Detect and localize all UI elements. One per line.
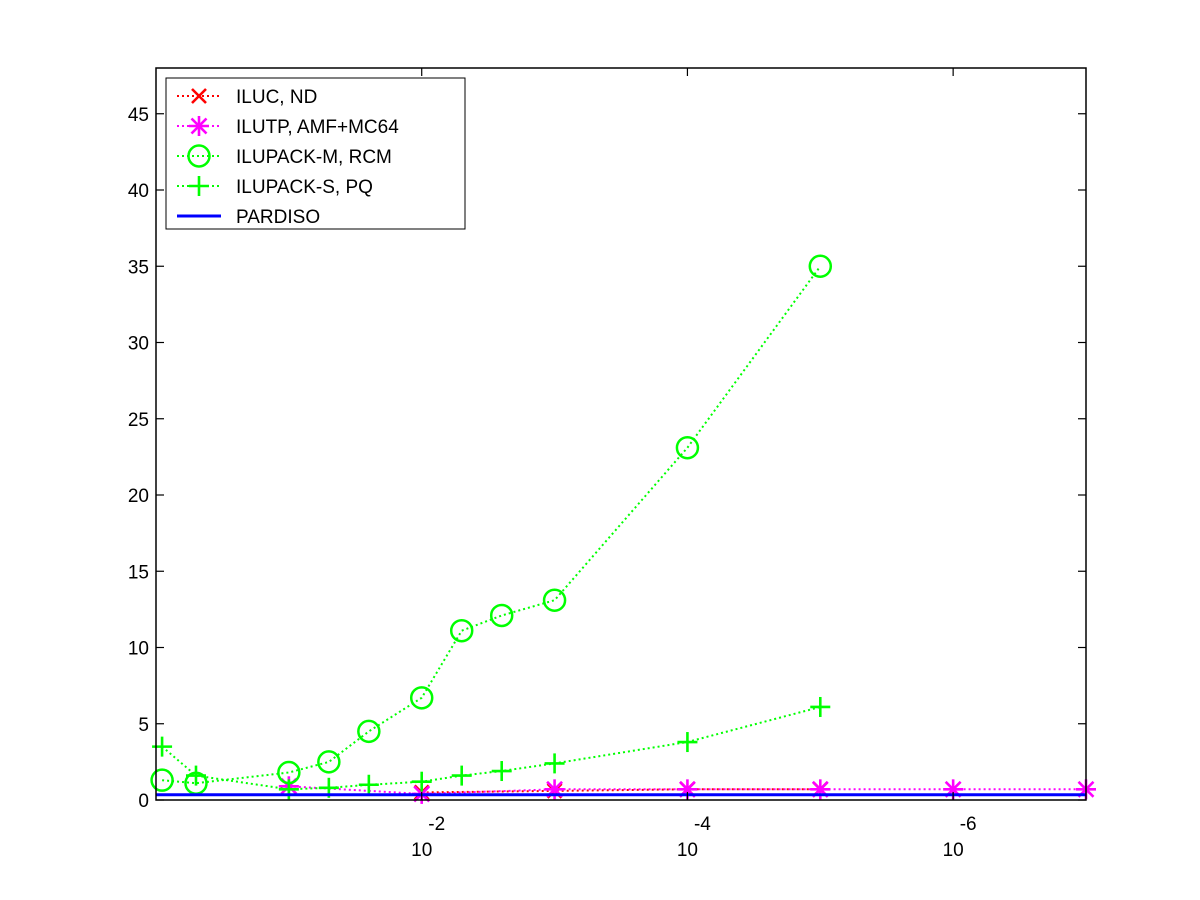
y-tick-label: 15 — [128, 562, 149, 583]
data-point-marker — [449, 618, 474, 643]
data-point-marker — [808, 254, 833, 278]
legend-label: ILUPACK-S, PQ — [236, 177, 373, 198]
data-point-marker — [185, 765, 206, 786]
plot-area-frame — [155, 67, 1087, 801]
legend: ILUC, ND ILUTP, AMF+MC64 ILUPACK-M, RCM ILU… — [165, 77, 466, 230]
legend-label: ILUC, ND — [236, 87, 317, 108]
data-point-marker — [544, 753, 565, 774]
y-tick-label: 45 — [128, 105, 149, 126]
x-tick-label-exponent: -2 — [428, 814, 445, 835]
data-point-marker — [542, 588, 567, 612]
legend-entry: ILUTP, AMF+MC64 — [177, 116, 399, 138]
legend-entry: ILUPACK-S, PQ — [177, 176, 373, 198]
y-tick-label: 35 — [128, 257, 149, 278]
data-point-marker — [409, 686, 434, 710]
legend-marker — [187, 144, 211, 168]
y-tick-label: 0 — [138, 791, 149, 812]
x-tick-label-base: 10 — [943, 840, 964, 861]
legend-label: PARDISO — [236, 207, 320, 228]
series-line — [421, 788, 821, 794]
data-point-marker — [358, 774, 379, 795]
y-tick-label: 30 — [128, 334, 149, 355]
x-tick-label-exponent: -4 — [694, 814, 711, 835]
series-4 — [152, 696, 831, 800]
data-point-marker — [357, 719, 381, 744]
data-point-marker — [677, 732, 698, 753]
x-tick-label-base: 10 — [677, 840, 698, 861]
x-tick-label-base: 10 — [411, 840, 432, 861]
legend-entry: PARDISO — [177, 207, 320, 228]
data-point-marker — [150, 768, 174, 792]
legend-marker — [191, 88, 207, 104]
data-point-marker — [675, 435, 700, 460]
legend-marker — [189, 116, 209, 136]
x-tick-label-exponent: -6 — [960, 814, 977, 835]
data-point-marker — [451, 765, 472, 786]
data-point-marker — [810, 779, 831, 800]
series-line — [162, 265, 822, 785]
legend-box — [165, 77, 466, 230]
legend-entries: ILUC, ND ILUTP, AMF+MC64 ILUPACK-M, RCM ILU… — [177, 87, 399, 228]
legend-label: ILUPACK-M, RCM — [236, 147, 392, 168]
y-tick-label: 25 — [128, 410, 149, 431]
y-tick-label: 5 — [138, 715, 149, 736]
legend-label: ILUTP, AMF+MC64 — [236, 117, 399, 138]
y-tick-label: 20 — [128, 486, 149, 507]
series-3 — [150, 254, 833, 795]
data-point-marker — [317, 750, 341, 774]
y-tick-label: 10 — [128, 639, 149, 660]
data-point-marker — [411, 771, 432, 792]
legend-entry: ILUC, ND — [177, 87, 317, 108]
y-tick-label: 40 — [128, 181, 149, 202]
data-point-marker — [489, 603, 514, 628]
data-point-marker — [544, 779, 565, 800]
legend-entry: ILUPACK-M, RCM — [177, 144, 392, 168]
axes-layer: 0 5 10 15 20 25 30 35 40 45 10 -2 10 -4 10 -6 — [128, 68, 1086, 861]
data-point-marker — [491, 761, 512, 782]
legend-marker — [189, 176, 209, 196]
data-point-marker — [810, 696, 831, 717]
